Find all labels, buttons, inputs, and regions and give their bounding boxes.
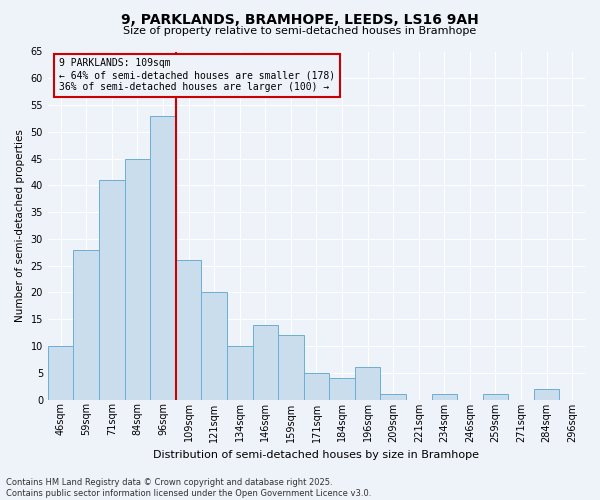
Text: 9 PARKLANDS: 109sqm
← 64% of semi-detached houses are smaller (178)
36% of semi-: 9 PARKLANDS: 109sqm ← 64% of semi-detach… (59, 58, 335, 92)
Bar (253, 324, 278, 400)
Bar (99, 180, 125, 400)
Bar (355, 368, 380, 400)
Bar (431, 394, 457, 400)
Text: Contains HM Land Registry data © Crown copyright and database right 2025.
Contai: Contains HM Land Registry data © Crown c… (6, 478, 371, 498)
Bar (150, 116, 176, 400)
Bar (304, 372, 329, 400)
Bar (227, 346, 253, 400)
Bar (176, 260, 202, 400)
Bar (482, 394, 508, 400)
Bar (202, 292, 227, 400)
Bar (48, 346, 73, 400)
X-axis label: Distribution of semi-detached houses by size in Bramhope: Distribution of semi-detached houses by … (154, 450, 479, 460)
Bar (278, 336, 304, 400)
Y-axis label: Number of semi-detached properties: Number of semi-detached properties (15, 129, 25, 322)
Bar (329, 378, 355, 400)
Bar (73, 250, 99, 400)
Bar (534, 389, 559, 400)
Text: 9, PARKLANDS, BRAMHOPE, LEEDS, LS16 9AH: 9, PARKLANDS, BRAMHOPE, LEEDS, LS16 9AH (121, 12, 479, 26)
Text: Size of property relative to semi-detached houses in Bramhope: Size of property relative to semi-detach… (124, 26, 476, 36)
Bar (380, 394, 406, 400)
Bar (125, 158, 150, 400)
